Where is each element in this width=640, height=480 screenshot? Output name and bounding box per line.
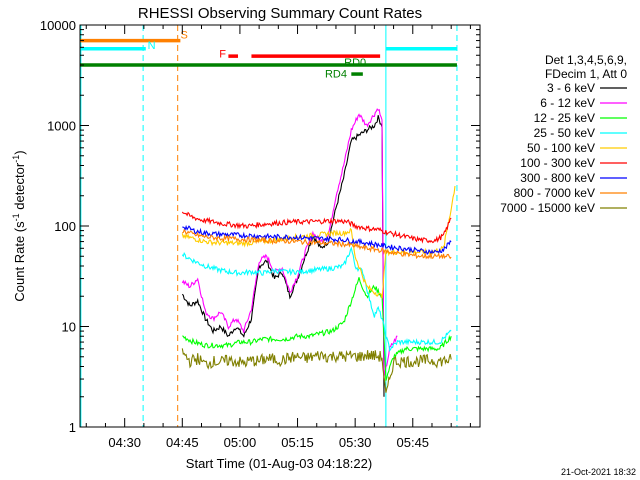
flag-label: RD0 (344, 57, 366, 69)
y-tick-label: 100 (54, 219, 76, 234)
y-tick-label: 10 (62, 320, 76, 335)
y-axis-label-end: ) (12, 150, 27, 154)
x-tick-label: 05:00 (224, 435, 257, 450)
x-tick-label: 04:30 (108, 435, 141, 450)
y-axis-label-sup1: -1 (11, 213, 21, 221)
chart-title: RHESSI Observing Summary Count Rates (138, 5, 422, 22)
series-line (181, 108, 398, 377)
legend-label: 6 - 12 keV (540, 96, 595, 110)
y-axis-label: Count Rate (s-1 detector-1) (11, 150, 27, 301)
legend-header-line-2: FDecim 1, Att 0 (545, 67, 627, 81)
y-axis-ticks: 1 10 100 1000 10000 (40, 18, 480, 435)
legend-label: 800 - 7000 keV (514, 186, 595, 200)
series-line (182, 277, 452, 381)
y-tick-label: 1 (69, 420, 76, 435)
x-axis-ticks: 04:30 04:45 05:00 05:15 05:30 05:45 (85, 25, 471, 450)
flag-label: RD4 (325, 68, 347, 80)
series-line (181, 115, 385, 397)
x-tick-label: 05:30 (339, 435, 372, 450)
legend-label: 12 - 25 keV (534, 111, 595, 125)
x-axis-label: Start Time (01-Aug-03 04:18:22) (186, 456, 372, 471)
y-axis-label-main: Count Rate (s (12, 221, 27, 302)
y-axis-label-sup2: -1 (11, 155, 21, 163)
legend-label: 100 - 300 keV (520, 156, 595, 170)
legend-label: 25 - 50 keV (534, 126, 595, 140)
series-line (181, 185, 456, 299)
legend-label: 300 - 800 keV (520, 171, 595, 185)
legend-label: 50 - 100 keV (527, 141, 595, 155)
series-line (181, 211, 452, 244)
y-axis-label-mid: detector (12, 162, 27, 213)
y-tick-label: 1000 (47, 119, 76, 134)
flag-label: F (219, 49, 226, 61)
footer-date: 21-Oct-2021 18:32 (561, 467, 636, 477)
legend-header-line-1: Det 1,3,4,5,6,9, (545, 53, 627, 67)
series-line (181, 246, 452, 353)
y-tick-label: 10000 (40, 18, 76, 33)
legend-label: 7000 - 15000 keV (500, 201, 595, 215)
x-tick-label: 05:15 (281, 435, 314, 450)
flag-label: N (148, 40, 156, 52)
series-lines (181, 108, 456, 397)
x-tick-label: 04:45 (166, 435, 199, 450)
flag-label: S (181, 30, 188, 42)
series-line (182, 224, 452, 256)
marker-lines (80, 25, 458, 427)
legend-label: 3 - 6 keV (547, 81, 595, 95)
series-line (181, 348, 452, 393)
series-line (182, 228, 452, 260)
legend: Det 1,3,4,5,6,9, FDecim 1, Att 0 3 - 6 k… (500, 53, 627, 215)
x-tick-label: 05:45 (397, 435, 430, 450)
